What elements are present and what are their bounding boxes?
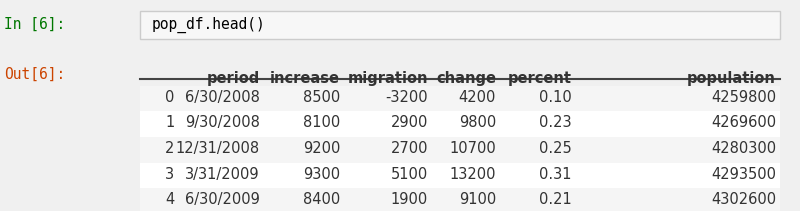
FancyBboxPatch shape — [140, 86, 780, 111]
Text: 3: 3 — [166, 167, 174, 182]
Text: 8500: 8500 — [302, 90, 340, 105]
FancyBboxPatch shape — [140, 111, 780, 137]
Text: 1: 1 — [165, 115, 174, 130]
Text: 4259800: 4259800 — [711, 90, 776, 105]
Text: 2700: 2700 — [390, 141, 428, 156]
Text: 8100: 8100 — [302, 115, 340, 130]
Text: -3200: -3200 — [386, 90, 428, 105]
Text: 9800: 9800 — [458, 115, 496, 130]
Text: migration: migration — [347, 71, 428, 86]
FancyBboxPatch shape — [140, 163, 780, 188]
Text: 4280300: 4280300 — [711, 141, 776, 156]
Text: 9200: 9200 — [302, 141, 340, 156]
Text: 1900: 1900 — [390, 192, 428, 207]
Text: 6/30/2008: 6/30/2008 — [185, 90, 260, 105]
Text: 9300: 9300 — [303, 167, 340, 182]
Text: 3/31/2009: 3/31/2009 — [186, 167, 260, 182]
Text: 4: 4 — [165, 192, 174, 207]
Text: 4269600: 4269600 — [711, 115, 776, 130]
FancyBboxPatch shape — [140, 188, 780, 211]
Text: 12/31/2008: 12/31/2008 — [176, 141, 260, 156]
Text: 4293500: 4293500 — [711, 167, 776, 182]
Text: 2900: 2900 — [390, 115, 428, 130]
Text: percent: percent — [508, 71, 572, 86]
Text: 0.31: 0.31 — [539, 167, 572, 182]
Text: Out[6]:: Out[6]: — [4, 67, 66, 82]
Text: 0.10: 0.10 — [539, 90, 572, 105]
Text: In [6]:: In [6]: — [4, 17, 66, 32]
Text: pop_df.head(): pop_df.head() — [152, 17, 266, 33]
Text: 4302600: 4302600 — [711, 192, 776, 207]
FancyBboxPatch shape — [140, 137, 780, 163]
Text: 6/30/2009: 6/30/2009 — [185, 192, 260, 207]
Text: 8400: 8400 — [302, 192, 340, 207]
Text: 9100: 9100 — [458, 192, 496, 207]
Text: 9/30/2008: 9/30/2008 — [185, 115, 260, 130]
Text: 13200: 13200 — [450, 167, 496, 182]
Text: period: period — [206, 71, 260, 86]
Text: increase: increase — [270, 71, 340, 86]
FancyBboxPatch shape — [140, 11, 780, 39]
Text: 0.25: 0.25 — [539, 141, 572, 156]
Text: 0.21: 0.21 — [539, 192, 572, 207]
Text: 10700: 10700 — [450, 141, 496, 156]
Text: population: population — [687, 71, 776, 86]
Text: 0: 0 — [165, 90, 174, 105]
Text: 5100: 5100 — [390, 167, 428, 182]
Text: 0.23: 0.23 — [539, 115, 572, 130]
Text: change: change — [436, 71, 496, 86]
Text: 2: 2 — [165, 141, 174, 156]
Text: 4200: 4200 — [458, 90, 496, 105]
